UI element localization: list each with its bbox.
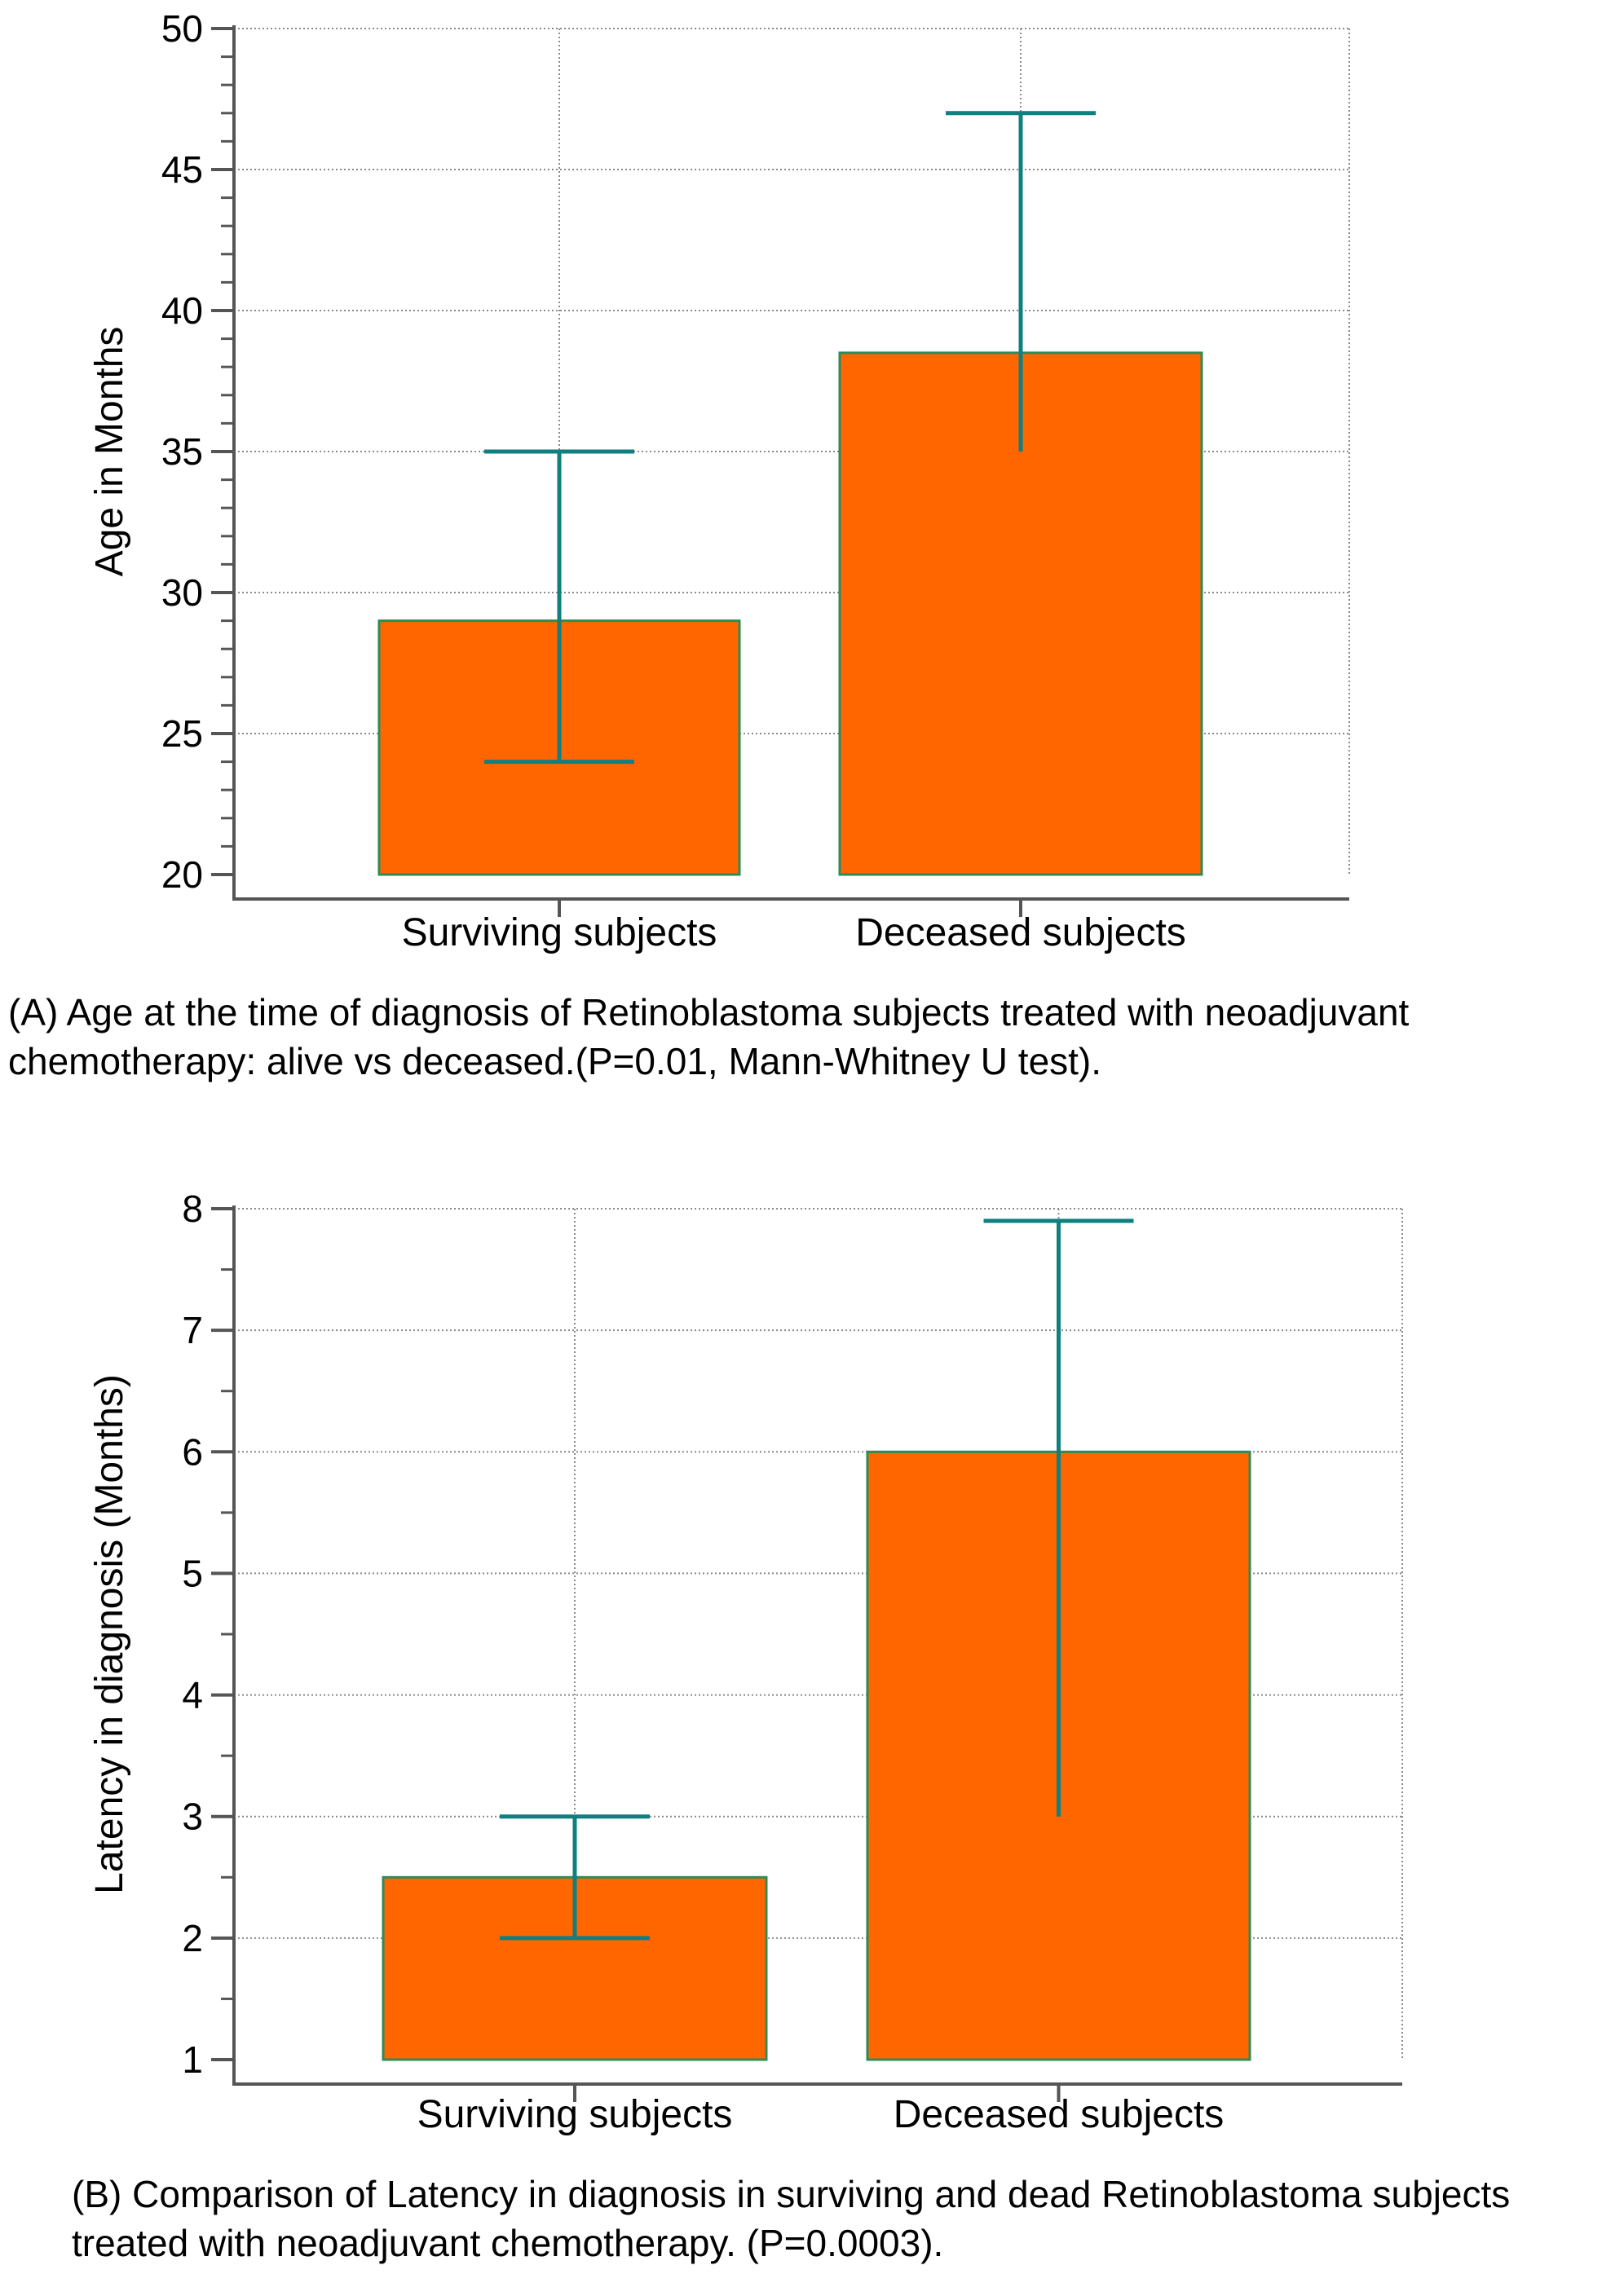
y-tick-label-b-7: 8 xyxy=(182,1188,203,1230)
y-tick-label-a-0: 20 xyxy=(161,853,203,896)
y-tick-label-b-6: 7 xyxy=(182,1309,203,1351)
x-category-label-b-1: Deceased subjects xyxy=(894,2093,1225,2136)
y-tick-label-a-4: 40 xyxy=(161,289,203,332)
y-tick-label-b-1: 2 xyxy=(182,1917,203,1959)
y-tick-label-b-0: 1 xyxy=(182,2038,203,2081)
chart-panel-b: 1 2 3 4 5 6 7 8 Surviving subjects Deceased subje… xyxy=(88,1188,1403,2136)
x-category-label-a-0: Surviving subjects xyxy=(402,911,717,954)
y-axis-label-a: Age in Months xyxy=(88,327,131,577)
y-tick-label-a-3: 35 xyxy=(161,430,203,473)
y-tick-label-a-1: 25 xyxy=(161,712,203,755)
x-category-label-b-0: Surviving subjects xyxy=(417,2093,733,2136)
y-tick-label-a-2: 30 xyxy=(161,571,203,614)
y-axis-label-b: Latency in diagnosis (Months) xyxy=(88,1374,131,1894)
y-tick-label-b-4: 5 xyxy=(182,1552,203,1594)
y-tick-label-b-3: 4 xyxy=(182,1674,203,1716)
y-tick-label-a-6: 50 xyxy=(161,7,203,50)
caption-panel-b: (B) Comparison of Latency in diagnosis i… xyxy=(72,2173,1511,2264)
y-tick-label-a-5: 45 xyxy=(161,148,203,191)
y-tick-label-b-2: 3 xyxy=(182,1796,203,1838)
chart-panel-a: 20 25 30 35 40 45 50 Surviving subjects Deceased… xyxy=(88,7,1350,954)
x-category-label-a-1: Deceased subjects xyxy=(855,911,1186,954)
caption-panel-a: (A) Age at the time of diagnosis of Reti… xyxy=(8,991,1410,1082)
y-tick-label-b-5: 6 xyxy=(182,1430,203,1473)
